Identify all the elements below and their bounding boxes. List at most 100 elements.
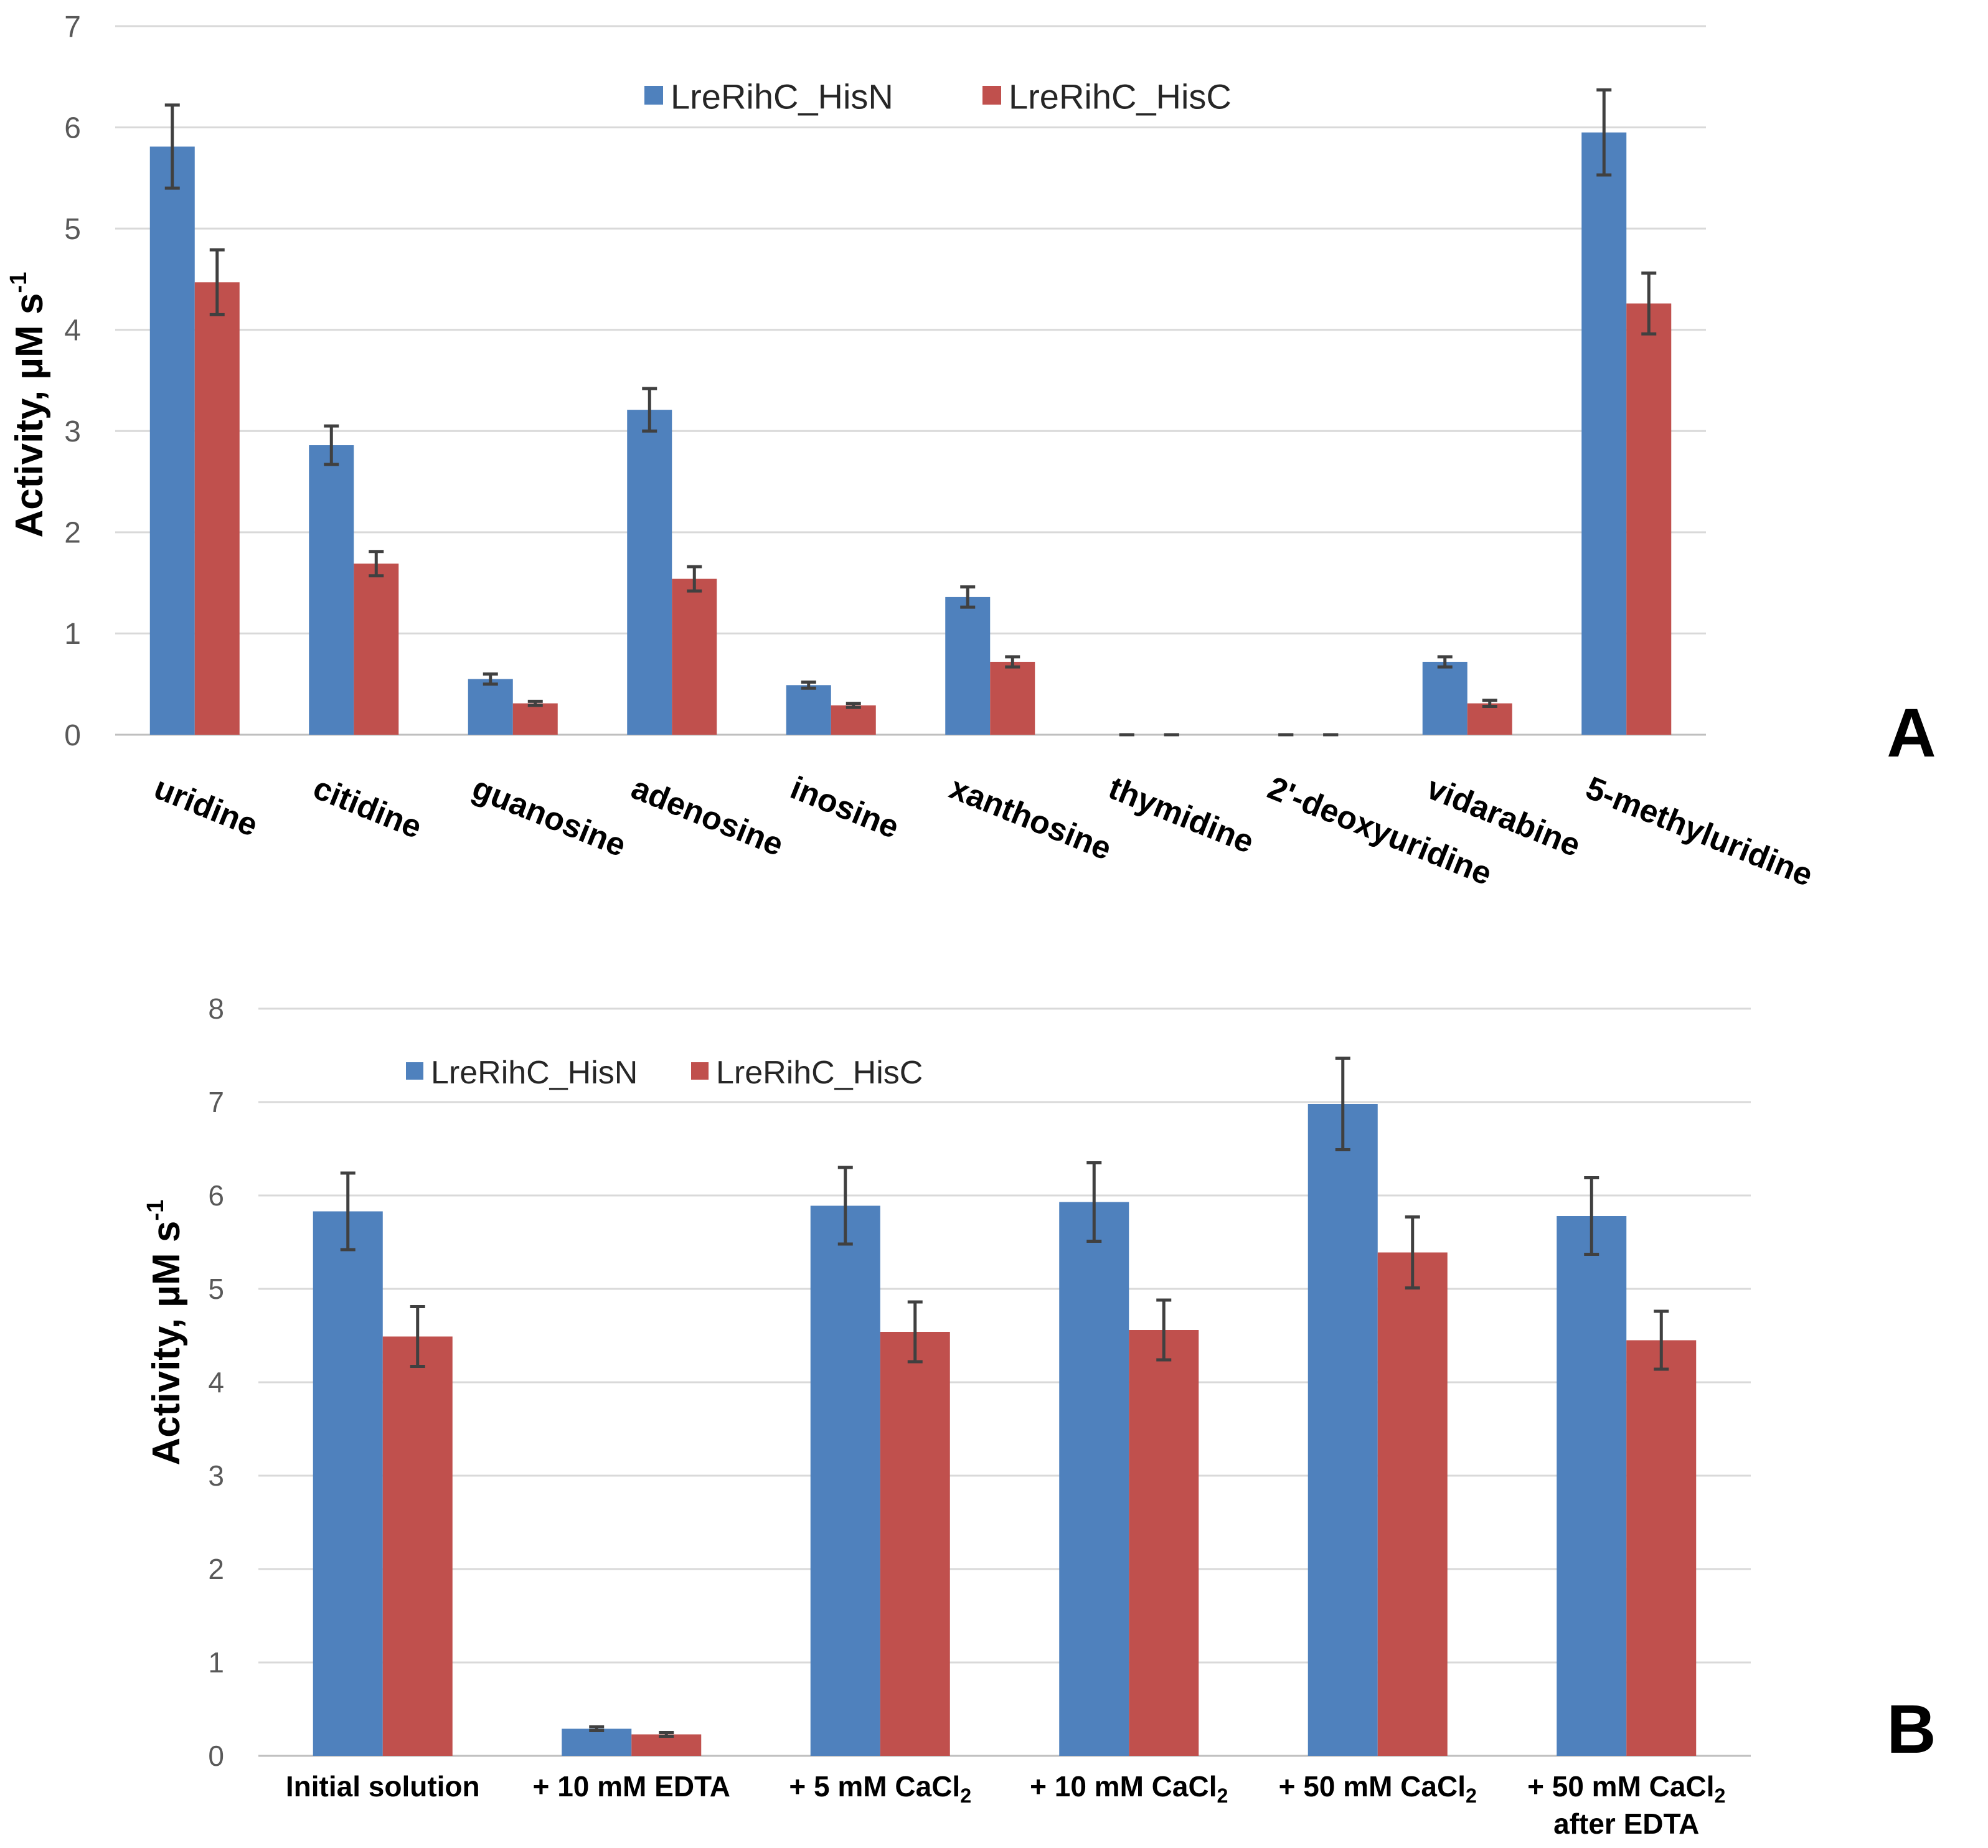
y-tick-label: 2 (208, 1553, 224, 1585)
bar (313, 1211, 383, 1756)
bar (468, 679, 513, 735)
legend-label: LreRihC_HisC (1009, 77, 1232, 116)
error-bar (846, 702, 861, 709)
bar (990, 661, 1035, 735)
y-axis-label-text: Activity, µM s (8, 293, 51, 538)
bar (1422, 661, 1467, 735)
legend-swatch (644, 86, 663, 105)
x-tick-label: xanthosine (945, 770, 1116, 867)
bar (880, 1332, 950, 1756)
bar (945, 596, 991, 735)
error-bar (1437, 655, 1453, 669)
error-bar (1596, 88, 1612, 177)
y-axis-label: Activity, µM s-1 (142, 1199, 188, 1465)
error-bar (483, 672, 498, 686)
bar (1129, 1330, 1199, 1756)
y-tick-label: 7 (208, 1086, 224, 1118)
y-tick-label: 1 (64, 618, 81, 651)
bar (631, 1734, 702, 1756)
error-bar (1482, 699, 1497, 708)
y-axis-label: Activity, µM s-1 (5, 271, 51, 537)
y-tick-label: 2 (64, 517, 81, 550)
x-tick-label-subscript: 2 (1466, 1784, 1477, 1807)
x-tick-label-text: + 10 mM EDTA (533, 1770, 730, 1803)
y-tick-label: 1 (208, 1646, 224, 1679)
y-tick-label: 7 (64, 11, 81, 44)
x-tick-label-text: + 50 mM CaCl (1527, 1770, 1714, 1803)
error-bar (164, 103, 180, 190)
y-tick-label: 4 (208, 1366, 224, 1398)
y-tick-label: 5 (208, 1273, 224, 1305)
bar (1626, 1340, 1697, 1756)
bar (1059, 1202, 1129, 1756)
y-tick-label: 3 (208, 1459, 224, 1492)
error-bar (1005, 655, 1020, 669)
error-bar (1335, 1057, 1350, 1151)
x-tick-label: + 50 mM CaCl2 (1279, 1770, 1477, 1807)
x-tick-label: citidine (308, 770, 427, 846)
x-tick-label-text: + 5 mM CaCl (789, 1770, 960, 1803)
legend-swatch (982, 86, 1001, 105)
bar (810, 1205, 880, 1756)
legend-swatch (691, 1062, 709, 1080)
error-bar (960, 585, 976, 609)
x-tick-label-text: + 10 mM CaCl (1030, 1770, 1217, 1803)
bar (627, 410, 672, 735)
bar (1467, 703, 1512, 735)
bar (562, 1728, 632, 1756)
error-bar (1584, 1176, 1599, 1256)
y-tick-label: 8 (208, 992, 224, 1025)
error-bar (1086, 1161, 1102, 1243)
error-bar (1156, 1298, 1172, 1362)
x-tick-label: + 50 mM CaCl2 (1527, 1770, 1725, 1807)
error-bar (687, 565, 702, 593)
bar (1377, 1252, 1448, 1756)
x-tick-label: after EDTA (1553, 1808, 1699, 1840)
error-bar (324, 424, 339, 466)
error-bar (1654, 1309, 1669, 1371)
bar (382, 1336, 453, 1756)
y-axis-label-superscript: -1 (142, 1199, 169, 1220)
y-tick-label: 0 (208, 1740, 224, 1772)
x-tick-label: inosine (785, 770, 904, 846)
error-bar (410, 1305, 425, 1368)
y-tick-label: 5 (64, 213, 81, 246)
x-tick-label: adenosine (626, 770, 788, 863)
error-bar (659, 1731, 674, 1738)
bar (831, 705, 876, 735)
y-tick-label: 6 (64, 111, 81, 144)
x-tick-label-subscript: 2 (1217, 1784, 1228, 1807)
error-bar (527, 699, 543, 707)
bar (1557, 1216, 1627, 1756)
x-tick-label: + 5 mM CaCl2 (789, 1770, 971, 1807)
x-tick-label-text: + 50 mM CaCl (1279, 1770, 1466, 1803)
bar (512, 703, 558, 735)
error-bar (1405, 1215, 1420, 1289)
error-bar (589, 1725, 605, 1732)
bar (309, 445, 354, 735)
error-bar (837, 1166, 853, 1246)
legend-label: LreRihC_HisC (716, 1055, 923, 1091)
x-tick-label: + 10 mM EDTA (533, 1770, 730, 1803)
chart-panel-b: 0 1 2 3 4 5 6 7 8 Initial solution + 10 mM EDTA + 5… (142, 992, 1936, 1840)
y-axis-label-text: Activity, µM s (145, 1221, 188, 1466)
x-tick-label: + 10 mM CaCl2 (1030, 1770, 1228, 1807)
legend-swatch (406, 1062, 423, 1080)
error-bar (369, 550, 384, 578)
error-bar (1641, 271, 1657, 336)
error-bar (907, 1300, 923, 1364)
legend-label: LreRihC_HisN (671, 77, 893, 116)
x-tick-label: Initial solution (286, 1770, 480, 1803)
y-tick-label: 0 (64, 719, 81, 752)
x-tick-label: thymidine (1103, 770, 1258, 860)
bar (786, 685, 831, 735)
y-tick-label: 3 (64, 415, 81, 448)
error-bar (801, 680, 816, 690)
error-bar (209, 248, 225, 316)
x-tick-label: uridine (149, 770, 262, 844)
error-bar (642, 387, 657, 433)
bar (149, 146, 195, 735)
bar (1581, 132, 1627, 735)
x-tick-label-subscript: 2 (960, 1784, 971, 1807)
bar (1307, 1104, 1378, 1756)
